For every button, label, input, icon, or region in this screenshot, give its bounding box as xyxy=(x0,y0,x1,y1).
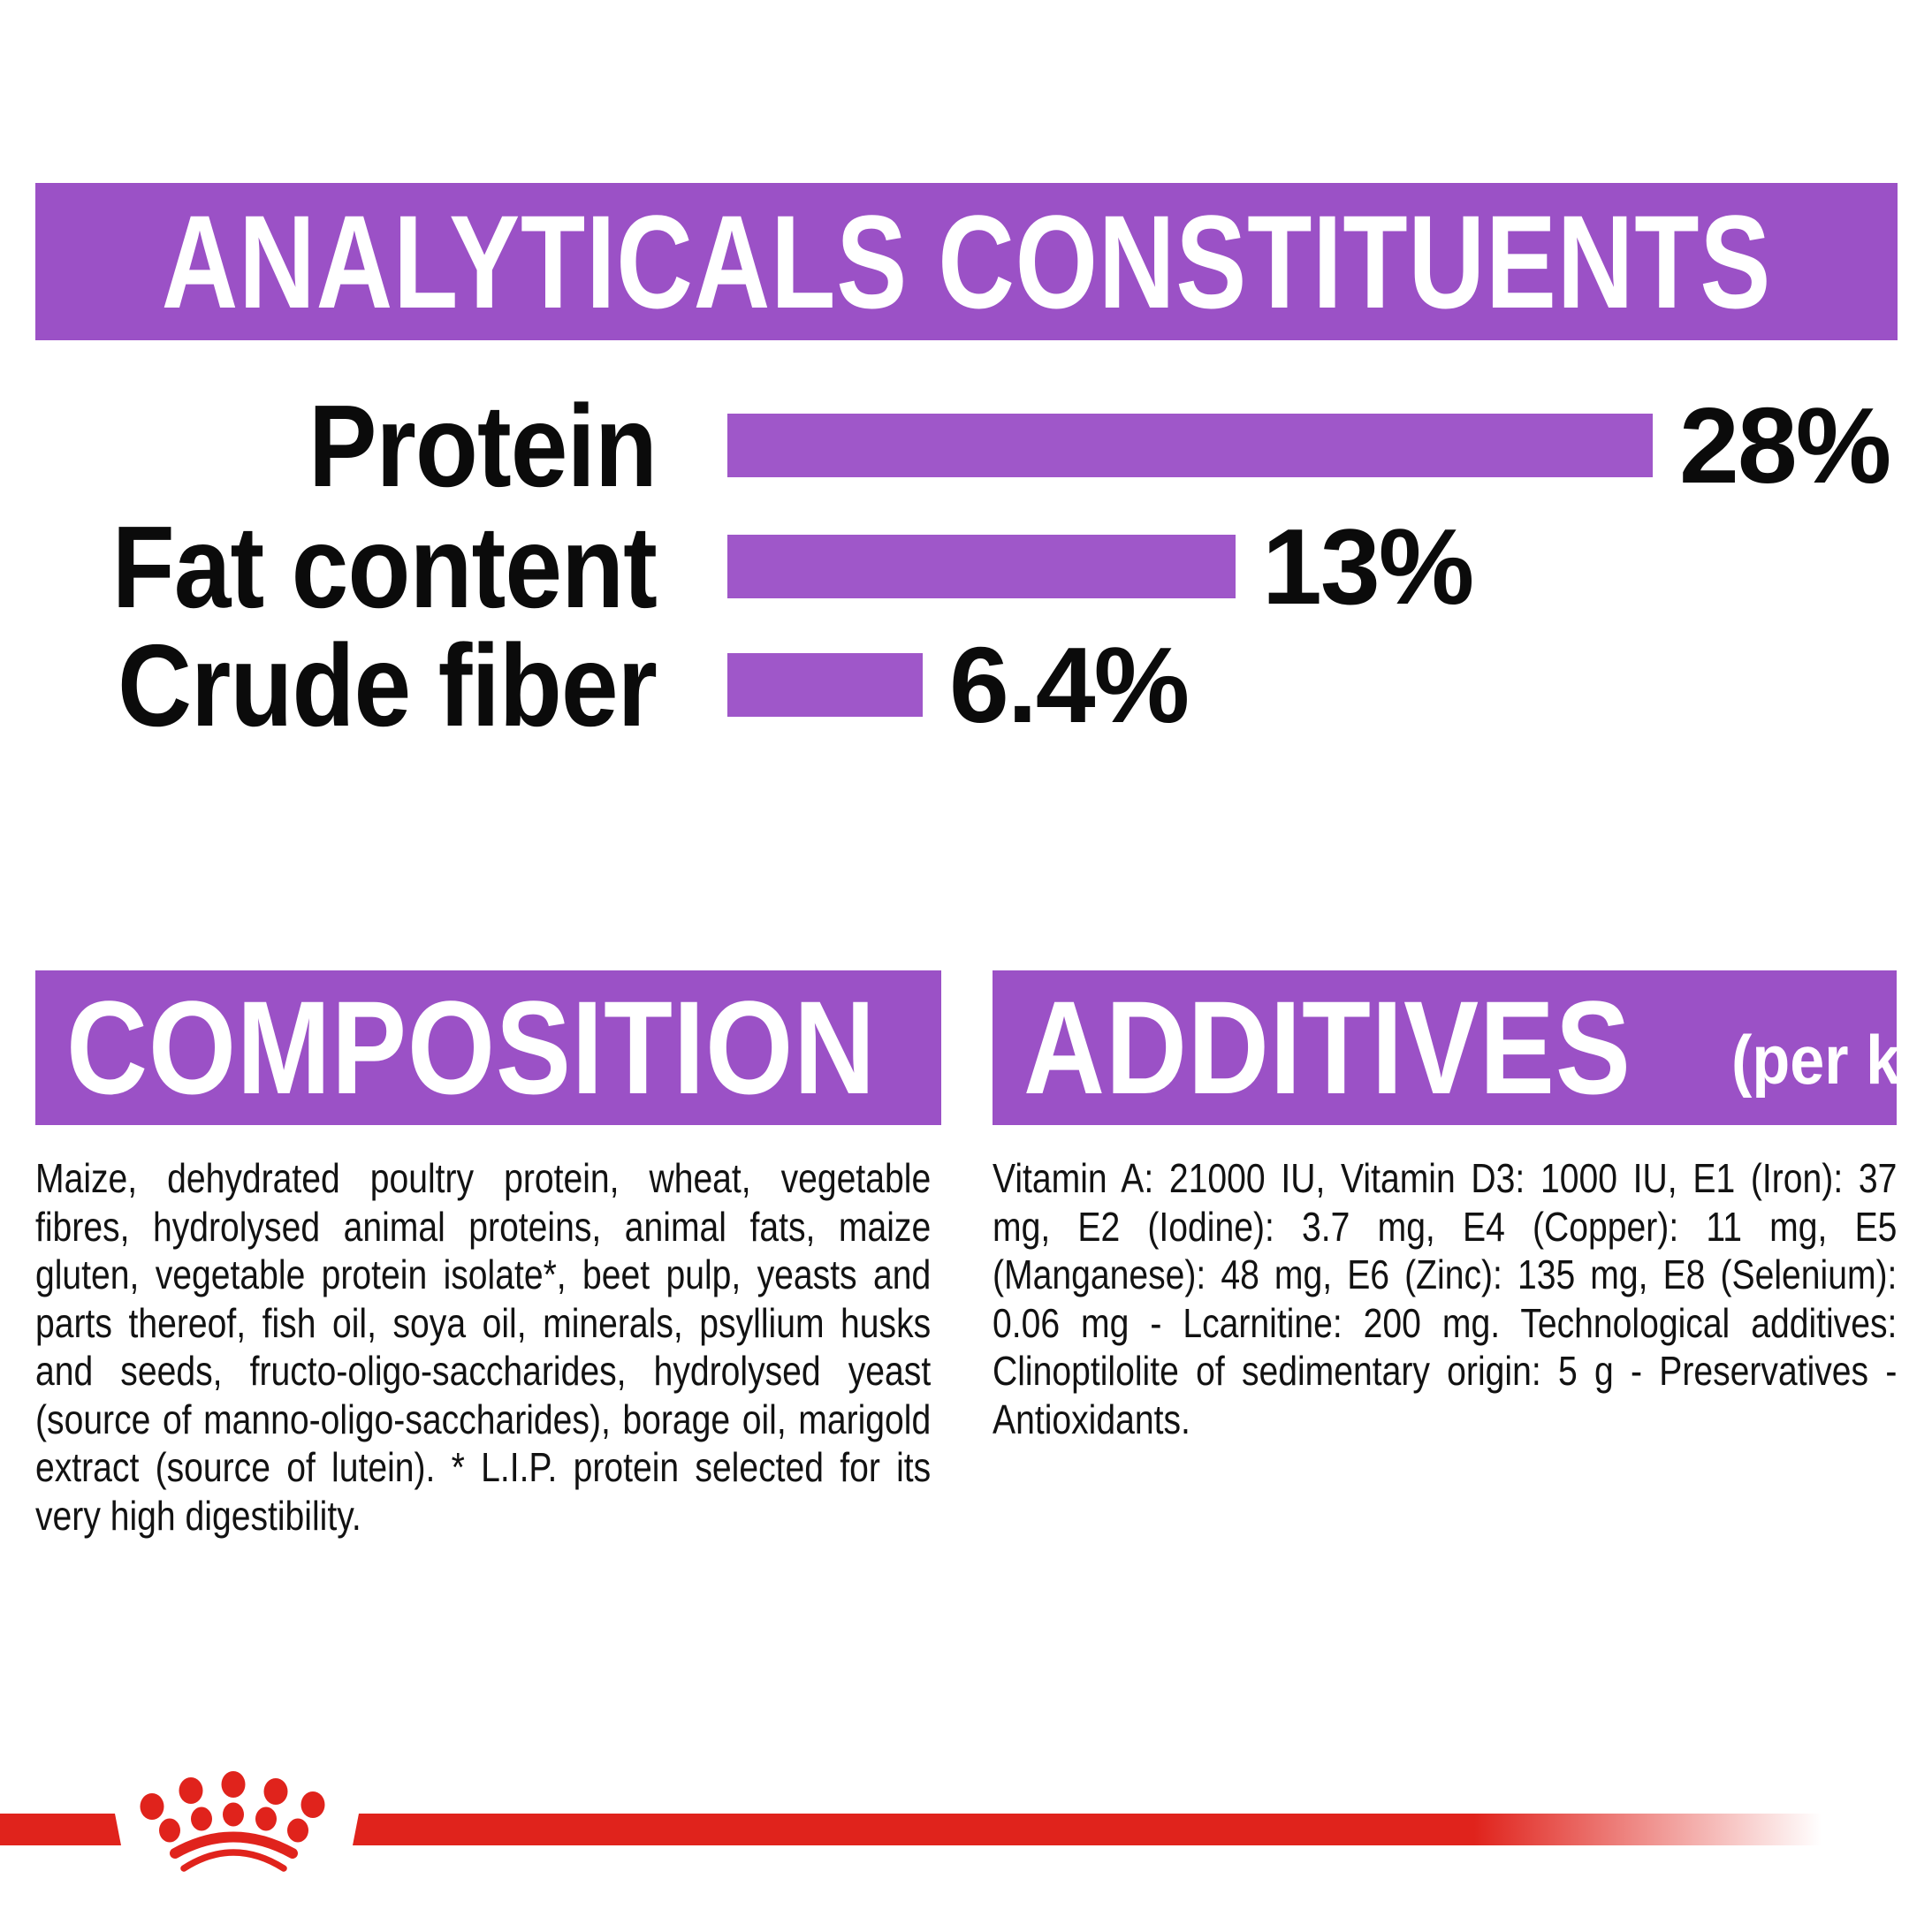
composition-heading: COMPOSITION xyxy=(66,973,877,1122)
chart-value-label: 28% xyxy=(1679,385,1891,506)
additives-banner: ADDITIVES (per kg) xyxy=(993,970,1932,1125)
additives-paragraph: Vitamin A: 21000 IU, Vitamin D3: 1000 IU… xyxy=(993,1155,1898,1442)
chart-category-label: Protein xyxy=(308,380,658,511)
crown-pearls xyxy=(140,1771,325,1843)
brand-line-right xyxy=(353,1814,1932,1845)
chart-category-label: Fat content xyxy=(111,501,658,632)
chart-value-label: 13% xyxy=(1262,506,1474,627)
analyticals-bar-chart: Protein 28% Fat content 13% Crude fiber 6.4% xyxy=(0,0,1932,795)
royal-canin-crown-logo-icon xyxy=(140,1771,325,1872)
analyticals-banner: ANALYTICALS CONSTITUENTS xyxy=(35,183,1898,340)
chart-bar xyxy=(727,414,1653,477)
chart-bar xyxy=(727,653,923,717)
chart-row-protein: Protein 28% xyxy=(0,381,1932,511)
chart-value-label: 6.4% xyxy=(949,625,1190,745)
composition-paragraph: Maize, dehydrated poultry protein, wheat… xyxy=(35,1155,932,1539)
composition-banner: COMPOSITION xyxy=(35,970,941,1125)
analyticals-title: ANALYTICALS CONSTITUENTS xyxy=(161,186,1772,336)
chart-bar xyxy=(727,535,1236,598)
chart-row-crude-fiber: Crude fiber 6.4% xyxy=(0,620,1932,750)
chart-row-fat-content: Fat content 13% xyxy=(0,502,1932,632)
additives-heading: ADDITIVES xyxy=(1023,973,1632,1122)
chart-category-label: Crude fiber xyxy=(118,620,658,750)
crown-base-arcs xyxy=(170,1831,298,1872)
additives-heading-suffix: (per kg) xyxy=(1731,1021,1932,1099)
brand-line-left xyxy=(0,1814,121,1845)
